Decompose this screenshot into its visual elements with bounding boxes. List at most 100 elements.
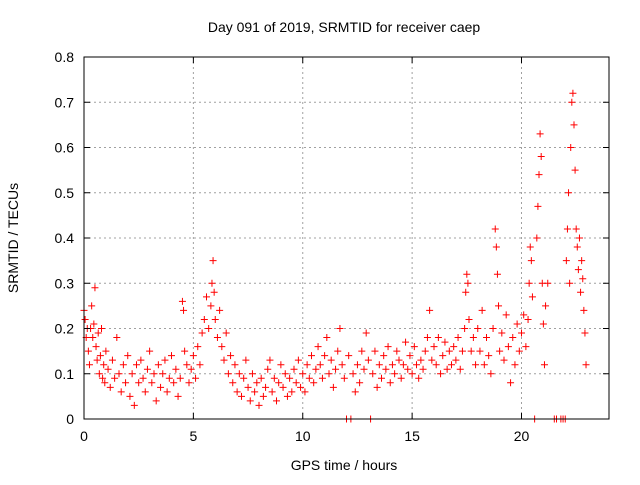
- data-point: [233, 388, 241, 396]
- data-point: [358, 347, 366, 355]
- data-point: [119, 361, 127, 369]
- chart-title: Day 091 of 2019, SRMTID for receiver cae…: [208, 19, 481, 35]
- data-point: [88, 302, 96, 310]
- y-tick-label: 0.2: [55, 321, 75, 337]
- data-point: [96, 352, 104, 360]
- data-point: [137, 356, 145, 364]
- data-point: [150, 370, 158, 378]
- data-point: [229, 379, 237, 387]
- data-point: [275, 379, 283, 387]
- x-axis-label: GPS time / hours: [291, 457, 398, 473]
- data-point: [430, 343, 438, 351]
- data-point: [165, 374, 173, 382]
- data-point: [535, 171, 543, 179]
- data-point: [106, 383, 114, 391]
- data-point: [273, 397, 280, 405]
- data-point: [582, 361, 590, 369]
- data-point: [496, 347, 504, 355]
- data-point: [95, 370, 103, 378]
- data-point: [312, 365, 320, 373]
- data-point: [462, 288, 470, 296]
- y-tick-label: 0.8: [55, 49, 75, 65]
- data-point: [183, 361, 191, 369]
- data-point: [419, 365, 427, 373]
- data-point: [520, 311, 528, 319]
- data-point: [235, 370, 243, 378]
- data-point: [238, 392, 245, 400]
- data-point: [421, 347, 429, 355]
- data-point: [279, 383, 287, 391]
- data-point: [345, 352, 353, 360]
- data-point: [268, 388, 276, 396]
- data-point: [270, 374, 278, 382]
- data-point: [423, 334, 431, 342]
- data-point: [472, 361, 480, 369]
- data-point: [380, 352, 388, 360]
- data-point: [163, 388, 171, 396]
- data-point: [292, 379, 300, 387]
- data-point: [139, 374, 147, 382]
- data-point: [518, 329, 525, 337]
- data-point: [290, 365, 298, 373]
- data-point: [301, 388, 309, 396]
- data-point: [336, 325, 344, 332]
- data-point: [141, 388, 149, 396]
- data-point: [410, 343, 418, 351]
- data-point: [417, 356, 425, 364]
- data-point: [198, 329, 206, 337]
- data-point: [213, 334, 221, 342]
- data-point: [432, 361, 440, 369]
- data-point: [511, 361, 519, 369]
- data-point: [323, 334, 331, 342]
- data-points: [80, 89, 590, 423]
- data-point: [476, 347, 484, 355]
- data-point: [524, 315, 532, 323]
- data-point: [461, 325, 469, 332]
- data-point: [294, 356, 302, 364]
- data-point: [525, 279, 533, 287]
- x-tick-label: 5: [189, 428, 197, 444]
- data-point: [189, 352, 197, 360]
- data-point: [572, 225, 580, 233]
- data-point: [513, 320, 521, 328]
- data-point: [439, 352, 447, 360]
- data-point: [485, 352, 493, 360]
- data-point: [504, 343, 512, 351]
- data-point: [408, 370, 416, 378]
- data-point: [113, 334, 121, 342]
- data-point: [445, 347, 453, 355]
- data-point: [93, 356, 101, 364]
- data-point: [92, 343, 100, 351]
- data-point: [102, 347, 110, 355]
- data-point: [492, 243, 500, 251]
- data-point: [487, 370, 495, 378]
- y-tick-label: 0.1: [55, 366, 75, 382]
- data-point: [399, 361, 407, 369]
- data-point: [124, 352, 132, 360]
- data-point: [565, 189, 573, 197]
- data-point: [84, 347, 92, 355]
- data-point: [172, 365, 180, 373]
- data-point: [515, 347, 523, 355]
- data-point: [413, 361, 420, 369]
- data-point: [527, 257, 535, 265]
- data-point: [227, 352, 235, 360]
- y-tick-label: 0.5: [55, 185, 75, 201]
- data-point: [580, 306, 588, 314]
- data-point: [99, 374, 107, 382]
- data-point: [329, 383, 337, 391]
- data-point: [578, 257, 586, 265]
- data-point: [522, 343, 530, 351]
- data-point: [185, 379, 193, 387]
- data-point: [581, 329, 589, 337]
- data-point: [98, 325, 105, 332]
- data-point: [566, 279, 574, 287]
- data-point: [386, 379, 394, 387]
- data-point: [542, 302, 550, 310]
- data-point: [194, 343, 202, 351]
- data-point: [327, 356, 335, 364]
- data-point: [211, 315, 219, 323]
- axis-ticks: 0 0.1 0.2 0.3 0.4 0.5 0.6 0.7 0.8 0 5 10 15 20: [55, 49, 609, 444]
- data-point: [533, 234, 541, 242]
